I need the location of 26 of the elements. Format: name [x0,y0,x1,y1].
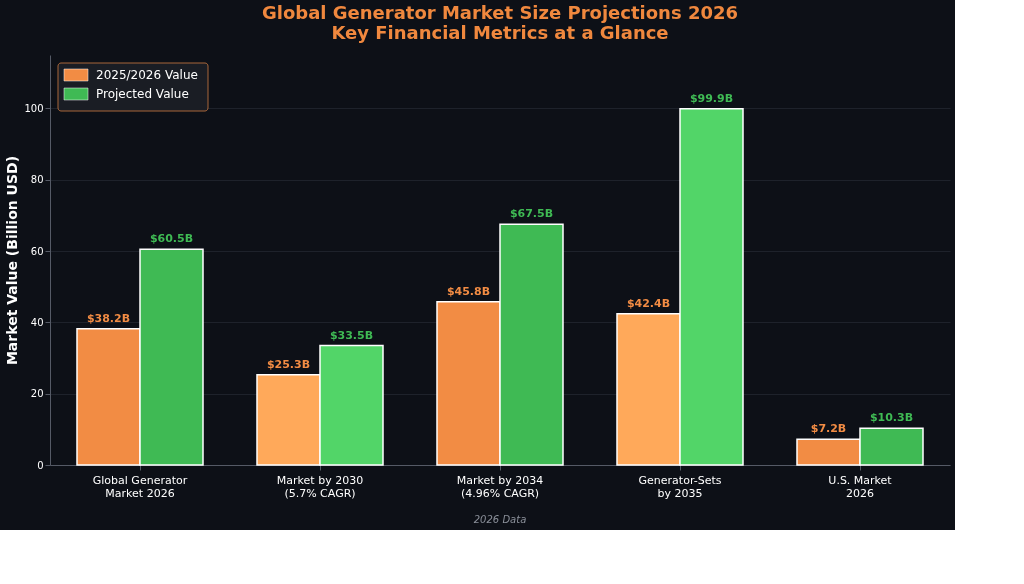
x-tick-label: Market by 2030 (5.7% CAGR) [276,473,364,500]
y-tick-label: 80 [30,174,44,186]
text: 2026 Data [473,514,527,525]
x-tick-label: Generator-Sets by 2035 [638,473,722,500]
data-label: $60.5B [149,232,194,246]
data-label: $25.3B [266,357,311,371]
data-label: $33.5B [329,328,374,342]
data-label: $67.5B [509,207,554,221]
y-tick-label: 100 [24,102,44,114]
y-tick-label: 60 [30,245,44,257]
x-tick-label: Market by 2034 (4.96% CAGR) [456,473,544,500]
legend-label: 2025/2026 Value [96,68,198,82]
y-tick-label: 20 [30,388,44,400]
y-tick-label: 0 [37,459,44,471]
data-label: $45.8B [446,284,491,298]
data-label: $7.2B [810,422,847,436]
chart-title: Global Generator Market Size Projections 2026 Key Financial Metrics at a Glance [261,2,739,43]
y-tick-label: 40 [30,316,44,328]
data-label: $42.4B [626,296,671,310]
x-tick-label: U.S. Market 2026 [828,473,893,500]
legend-label: Projected Value [96,87,189,101]
x-tick-label: Global Generator Market 2026 [92,473,188,500]
data-label: $38.2B [86,311,131,325]
data-label: $99.9B [689,91,734,105]
y-axis-title: Market Value (Billion USD) [4,155,21,366]
data-label: $10.3B [869,411,914,425]
